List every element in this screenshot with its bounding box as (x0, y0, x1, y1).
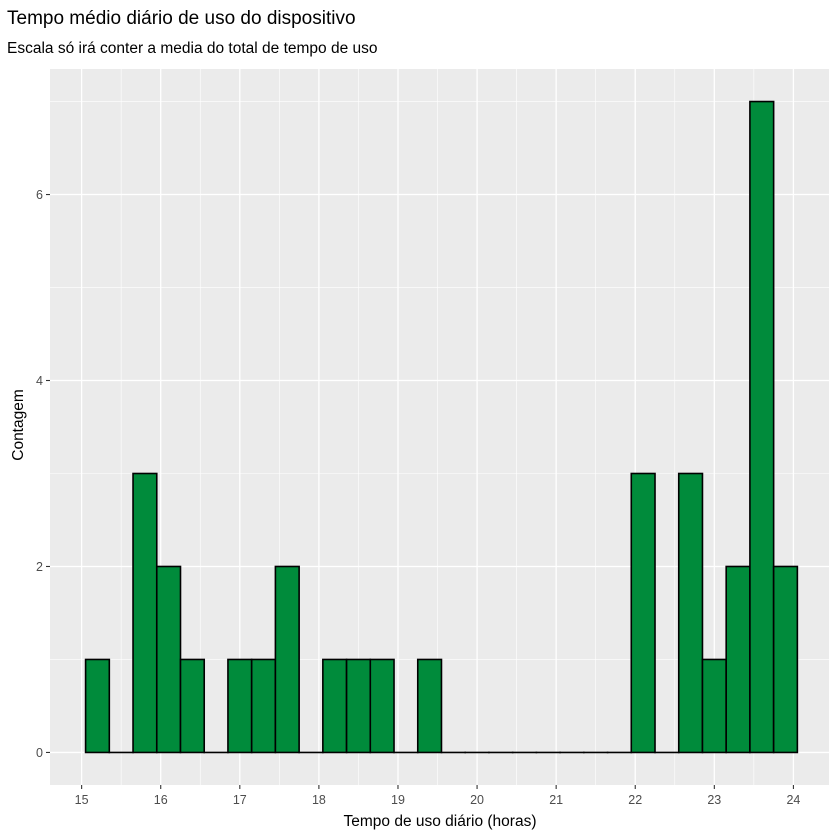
histogram-bar (630, 472, 656, 754)
y-tick-label: 0 (36, 746, 43, 760)
histogram-bar (179, 658, 206, 754)
x-tick-label: 15 (75, 793, 89, 807)
histogram-bar (416, 658, 443, 754)
histogram-bar (369, 658, 395, 754)
x-tick-label: 24 (786, 793, 800, 807)
histogram-bar (132, 472, 158, 754)
x-tick-label: 18 (312, 793, 326, 807)
histogram-bar (250, 658, 277, 754)
histogram-bar (749, 100, 775, 754)
histogram-bar (155, 565, 182, 754)
histogram-bar (772, 565, 799, 754)
x-tick-label: 20 (470, 793, 484, 807)
x-tick-label: 23 (707, 793, 721, 807)
y-tick-label: 2 (36, 560, 43, 574)
histogram-bar (322, 658, 348, 754)
histogram-bars (84, 100, 799, 754)
x-tick-label: 19 (391, 793, 405, 807)
x-tick-label: 22 (628, 793, 642, 807)
histogram-bar (227, 658, 253, 754)
histogram-bar (274, 565, 300, 754)
x-tick-label: 17 (233, 793, 247, 807)
y-tick-label: 6 (36, 188, 43, 202)
x-axis-title: Tempo de uso diário (horas) (344, 813, 537, 830)
histogram-bar (725, 565, 751, 754)
histogram-bar (701, 658, 727, 754)
y-axis: 0 2 4 6 (36, 188, 50, 760)
x-axis: 15 16 17 18 19 20 21 22 23 24 (75, 785, 800, 807)
y-axis-title: Contagem (10, 389, 27, 461)
x-tick-label: 21 (549, 793, 563, 807)
histogram-bar (677, 472, 704, 754)
histogram-bar (345, 658, 372, 754)
chart-title: Tempo médio diário de uso do dispositivo (7, 8, 356, 29)
x-tick-label: 16 (154, 793, 168, 807)
y-tick-label: 4 (36, 374, 43, 388)
histogram-bar (84, 658, 111, 754)
chart-subtitle: Escala só irá conter a media do total de… (7, 40, 378, 57)
